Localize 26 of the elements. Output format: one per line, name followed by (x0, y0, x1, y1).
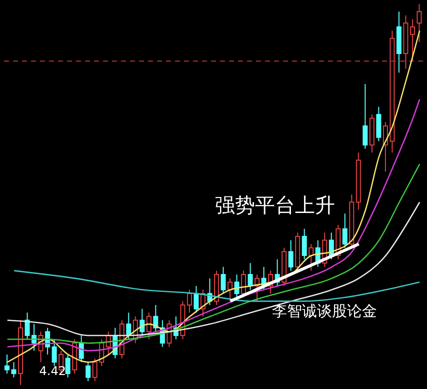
candlestick (362, 84, 368, 150)
candlestick (308, 244, 314, 272)
candlestick (228, 278, 233, 302)
candlestick (416, 4, 422, 43)
candlestick (220, 266, 226, 294)
candlestick (146, 312, 152, 340)
candlestick (186, 289, 192, 314)
annotation: 4.42 (39, 364, 66, 378)
candlestick (140, 308, 145, 336)
candlestick (65, 354, 70, 378)
candlestick (52, 338, 57, 366)
candlestick (376, 106, 382, 142)
candlestick (248, 262, 253, 290)
candlestick (234, 274, 240, 298)
candlestick (153, 304, 158, 332)
candlestick (126, 312, 132, 340)
candlestick (4, 354, 10, 374)
candlestick (288, 240, 294, 272)
candlestick (342, 213, 348, 248)
annotation: 强势平台上升 (215, 192, 335, 219)
candlestick (11, 362, 16, 378)
candlestick (302, 228, 307, 260)
candlestick (194, 285, 199, 314)
candlestick (86, 362, 91, 382)
annotation: 李智诚谈股论金 (272, 302, 377, 321)
candlestick (410, 18, 415, 62)
